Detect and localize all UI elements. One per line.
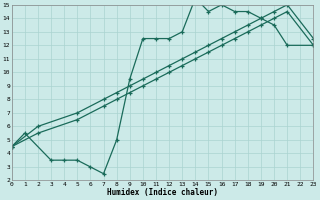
X-axis label: Humidex (Indice chaleur): Humidex (Indice chaleur) xyxy=(107,188,218,197)
